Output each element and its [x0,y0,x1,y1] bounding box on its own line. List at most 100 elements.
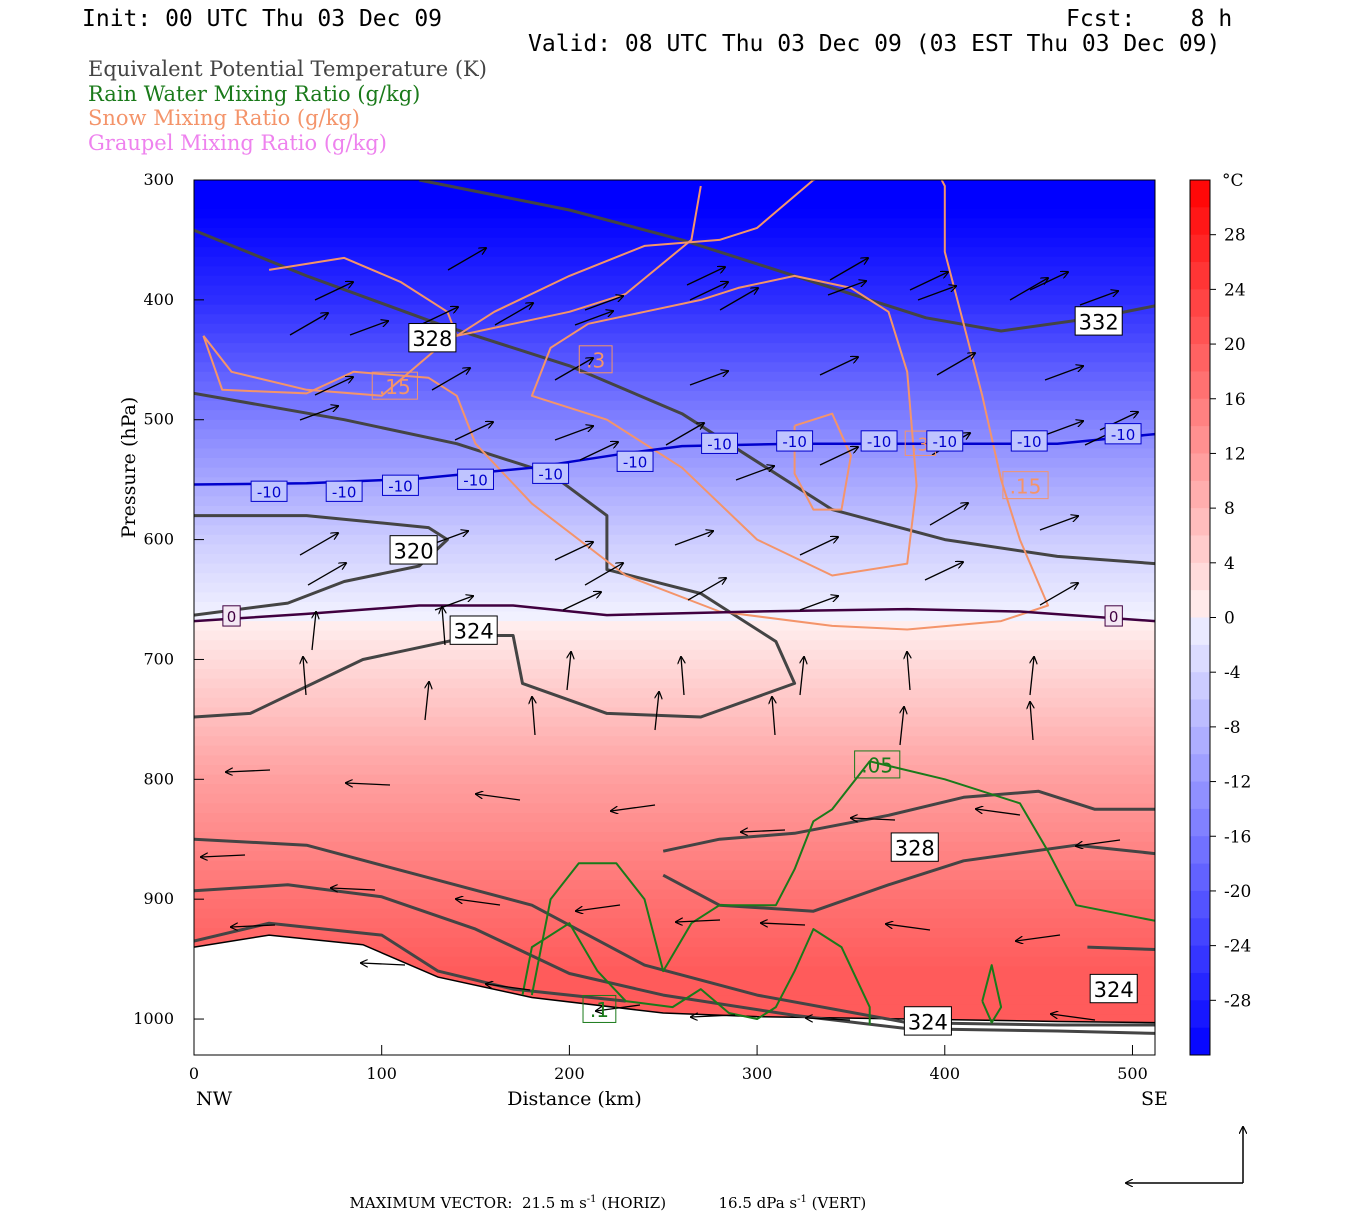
isotherm-zero-label-text: 0 [227,608,237,626]
x-tick-label: 0 [189,1064,199,1083]
isotherm-minus10-label-box [1104,423,1142,445]
wind-vector [554,358,593,381]
wind-vector [907,652,910,691]
colorbar-swatch [1190,453,1210,482]
temp-band [194,832,1155,843]
legend-graupel: Graupel Mixing Ratio (g/kg) [88,131,387,155]
snow-label-text: .3 [586,348,605,372]
temp-band [194,716,1155,728]
isotherm-minus10-label-text: -10 [388,477,413,495]
wind-vector [1039,583,1078,606]
theta-e-contour [194,837,1155,1027]
isotherm-minus10-label-box [1010,430,1048,452]
temp-band [194,669,1155,680]
isotherm-minus10-label-box [701,432,738,454]
wind-vector [346,783,391,785]
wind-vector [691,1015,736,1017]
temp-band [194,486,1155,498]
wind-vector [1030,702,1033,741]
colorbar-swatch [1190,1000,1210,1029]
colorbar-swatch [1190,234,1210,263]
axes: 300 400 500 600 700 800 900 1000 0 100 200 300 400 50… [118,170,1168,1110]
temp-band [194,333,1155,344]
temp-band [194,295,1155,306]
snow-label-box [1002,471,1049,500]
theta-e-contour [662,789,1155,853]
temp-band [194,429,1155,440]
wind-vector [1029,272,1068,291]
temp-band [194,506,1155,517]
temp-band [194,323,1155,335]
isotherm-minus10-label: -10 [1104,423,1142,445]
wind-vector [226,770,271,772]
isotherm-minus10-label-text: -10 [782,433,807,451]
theta-e-label-box [903,1006,952,1036]
theta-e-label-text: 324 [454,620,494,644]
temp-band [194,659,1155,670]
isotherm-minus10-label: -10 [1010,430,1048,452]
isotherm-minus10-label-text: -10 [1017,433,1042,451]
isotherm-minus10-label: -10 [860,430,898,452]
rain-label-text: .05 [861,754,893,778]
theta-e-contour [194,391,797,719]
theta-e-label-box [389,535,438,565]
wind-vector [1076,839,1121,846]
colorbar-tick-label: -28 [1224,991,1251,1011]
temp-band [194,218,1155,229]
isotherm-minus10-label: -10 [532,462,570,484]
wind-vector [419,307,458,326]
wind-vector [1009,278,1048,301]
temp-band [194,736,1155,747]
isotherm-minus10-label: -10 [250,480,288,502]
colorbar-swatch [1190,863,1210,892]
theta-e-label-box [1074,306,1123,336]
temp-band [194,381,1155,392]
colorbar-tick-label: -24 [1224,937,1251,957]
max-vector-prefix: MAXIMUM VECTOR: [349,1194,513,1212]
colorbar-tick-label: 16 [1224,390,1246,410]
temp-band [194,266,1155,277]
wind-vector [314,282,353,301]
isotherm-minus10-label: -10 [776,430,814,452]
isotherm-minus10-label-text: -10 [867,433,892,451]
isotherm-zero-label-text: 0 [1109,608,1119,626]
isotherm-minus10-label-box [776,430,814,452]
init-time: Init: 00 UTC Thu 03 Dec 09 [82,6,443,32]
wind-vector [929,503,968,526]
y-tick-label: 1000 [133,1009,174,1028]
temp-band [194,314,1155,325]
colorbar-swatch [1190,535,1210,564]
isotherm-minus10-label: -10 [926,430,964,452]
temp-band [194,726,1155,737]
colorbar-swatch [1190,289,1210,318]
plot-frame [193,179,1156,1056]
colorbar-tick-label: -16 [1224,827,1251,847]
wind-vector [687,578,726,601]
rain-label: .1 [582,994,617,1023]
isotherm-zero [194,604,1155,623]
temp-band [194,515,1155,526]
temp-band [194,908,1155,919]
colorbar-swatch [1190,781,1210,810]
theta-e-label-box [1089,973,1138,1004]
isotherm-minus10-label-box [860,430,898,452]
temp-band [194,256,1155,267]
temp-band [194,189,1155,200]
colorbar-tick-label: 20 [1224,335,1246,355]
contour-labels: 332 328 320 324 328 324 324 .15 .15 .3 .3 .05 .1 -10 -… [222,306,1142,1036]
temp-band [194,362,1155,373]
colorbar-swatch [1190,508,1210,536]
snow-label-box [371,371,418,400]
colorbar-tick-label: 8 [1224,499,1235,519]
isotherm-zero-label: 0 [222,605,241,627]
isotherm-minus10-label-box [325,480,363,502]
y-tick-label: 600 [143,530,174,549]
wind-vector [799,596,838,611]
wind-vector [689,282,728,301]
colorbar-unit: °C [1222,171,1244,191]
wind-vector [562,592,601,611]
theta-e-label: 320 [389,535,438,565]
wind-vector [819,357,858,376]
colorbar-swatch [1190,398,1210,427]
isotherm-minus10-label-box [250,480,288,502]
